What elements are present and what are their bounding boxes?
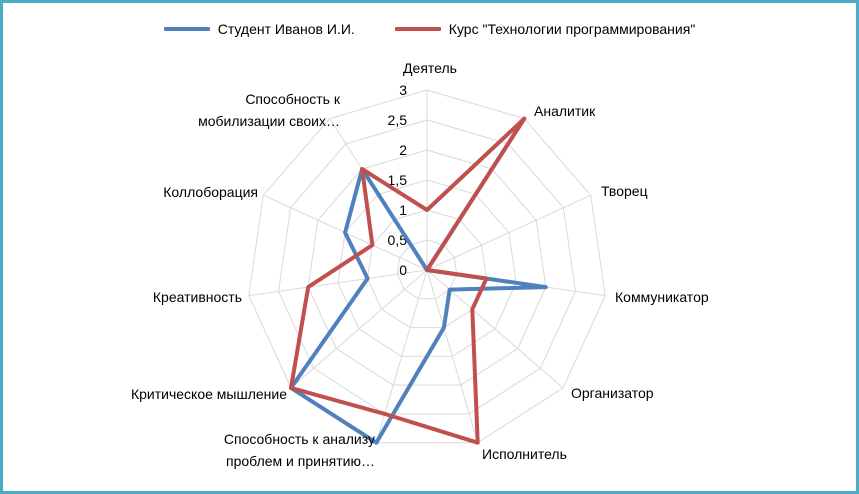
legend-label-student: Студент Иванов И.И. <box>217 21 355 37</box>
category-label: Исполнитель <box>482 446 567 462</box>
grid-ring <box>248 89 606 444</box>
axis-spoke <box>248 269 428 297</box>
tick-label: 1 <box>399 202 407 218</box>
series-line-student <box>289 116 548 445</box>
category-label: Креативность <box>153 289 242 305</box>
grid-ring <box>396 239 458 300</box>
tick-label: 2 <box>399 142 407 158</box>
axis-spoke <box>426 194 591 271</box>
category-label: Аналитик <box>534 103 596 119</box>
legend-label-course: Курс "Технологии программирования" <box>448 21 696 37</box>
category-label: Коллоборация <box>163 184 258 200</box>
legend-item-course: Курс "Технологии программирования" <box>394 21 696 37</box>
radar-grid <box>248 89 606 444</box>
category-label: Критическое мышление <box>131 386 287 402</box>
tick-label: 0,5 <box>388 232 408 248</box>
category-label: Организатор <box>571 385 654 401</box>
tick-label: 0 <box>399 262 407 278</box>
grid-ring <box>367 209 487 329</box>
tick-label: 1,5 <box>388 172 408 188</box>
tick-label: 3 <box>399 82 407 98</box>
legend-swatch-course <box>394 27 441 31</box>
radar-tick-labels: 0 0,5 1 1,5 2 2,5 3 <box>388 82 408 278</box>
category-label: Творец <box>601 183 648 199</box>
category-label: Коммуникатор <box>615 289 709 305</box>
legend: Студент Иванов И.И. Курс "Технологии про… <box>0 17 859 41</box>
legend-swatch-student <box>163 27 210 31</box>
category-label: Способность к мобилизации своих… <box>198 91 341 129</box>
series-line-course <box>289 116 527 445</box>
axis-spoke <box>290 269 428 389</box>
legend-item-student: Студент Иванов И.И. <box>163 21 355 37</box>
tick-label: 2,5 <box>388 112 408 128</box>
radar-category-labels: Деятель Аналитик Творец Коммуникатор Организ… <box>131 60 709 469</box>
category-label: Деятель <box>403 60 457 76</box>
axis-spoke <box>426 269 479 443</box>
category-label: Способность к анализу проблем и принятию… <box>224 431 375 469</box>
grid-ring <box>307 149 547 386</box>
grid-ring <box>277 119 577 415</box>
radar-series <box>289 116 548 445</box>
